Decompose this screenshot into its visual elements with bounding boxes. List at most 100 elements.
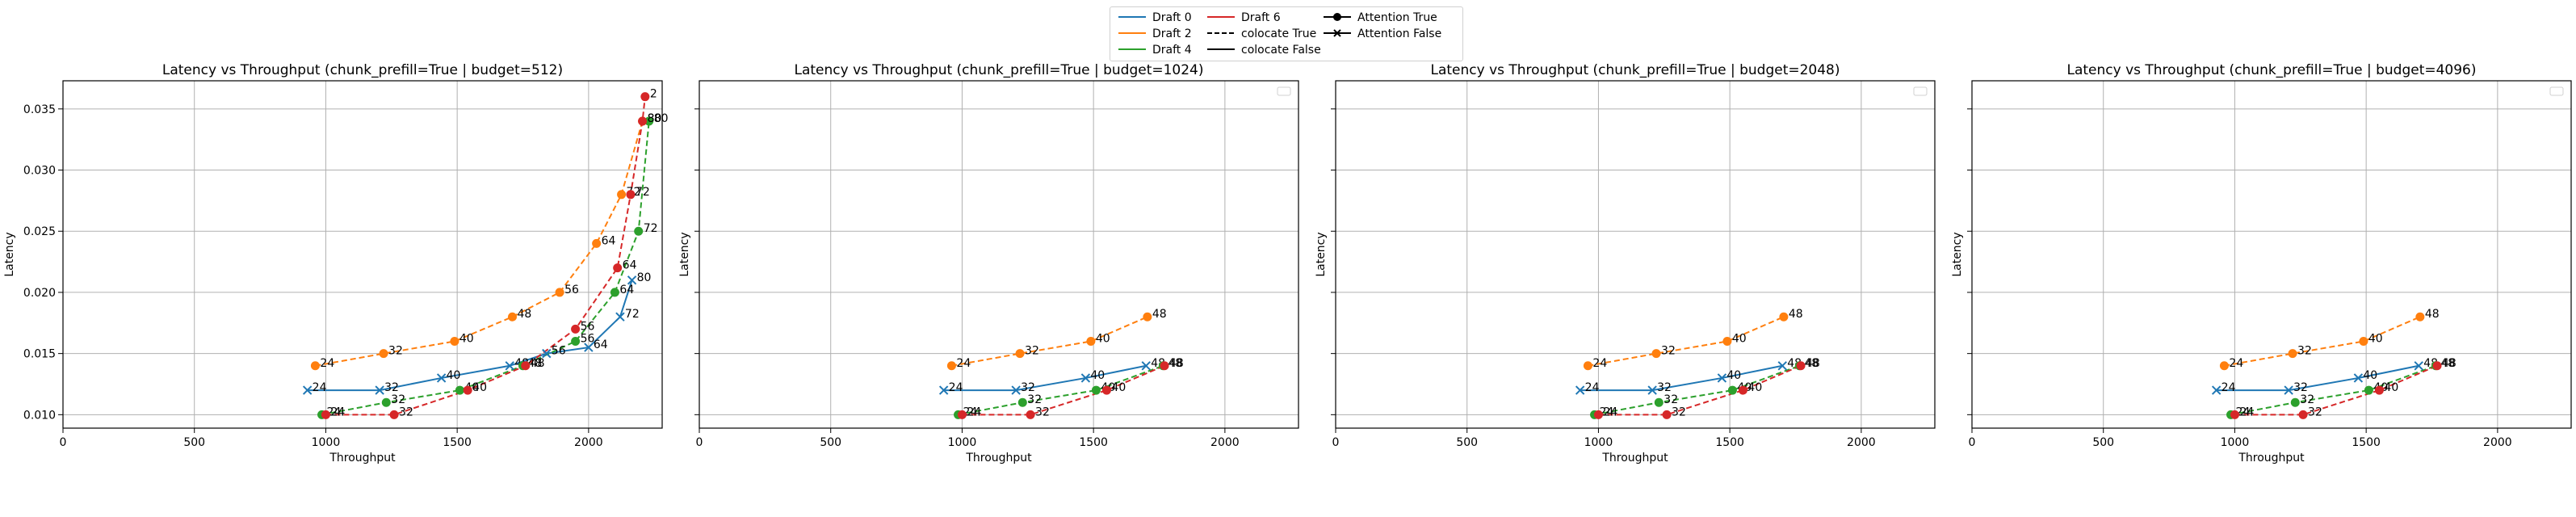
x-tick-label: 1000 xyxy=(948,436,977,449)
data-point-label: 48 xyxy=(531,357,545,370)
series-line-draft-2 xyxy=(951,316,1148,367)
x-tick-label: 1500 xyxy=(1079,436,1108,449)
data-point-marker xyxy=(1086,337,1096,346)
data-point-label: 56 xyxy=(564,284,579,296)
data-point-label: 40 xyxy=(2384,381,2398,394)
data-point-label: 40 xyxy=(2363,369,2377,382)
x-tick-label: 500 xyxy=(2092,436,2114,449)
series-line-draft-2 xyxy=(315,120,644,367)
y-axis-label: Latency xyxy=(3,232,16,276)
data-point-label: 40 xyxy=(1096,333,1110,346)
data-point-label: 24 xyxy=(967,406,981,418)
data-point-label: 24 xyxy=(2221,381,2236,394)
data-point-marker xyxy=(310,361,320,371)
circle-marker-icon xyxy=(1333,13,1341,21)
data-point-marker xyxy=(634,226,644,236)
data-point-x-marker xyxy=(1011,385,1021,395)
x-tick-label: 2000 xyxy=(1847,436,1876,449)
data-point-label: 40 xyxy=(1090,369,1105,382)
data-point-marker xyxy=(2364,385,2373,395)
data-point-label: 72 xyxy=(625,308,640,321)
data-point-marker xyxy=(1583,361,1592,371)
chart-title: Latency vs Throughput (chunk_prefill=Tru… xyxy=(2066,62,2476,78)
data-point-label: 48 xyxy=(2425,308,2440,321)
data-point-label: 48 xyxy=(1152,308,1167,321)
data-point-label: 32 xyxy=(1027,393,1042,406)
legend-label: Draft 2 xyxy=(1152,27,1192,40)
empty-legend-box xyxy=(1913,86,1928,96)
x-tick-label: 1000 xyxy=(2221,436,2250,449)
x-axis-label: Throughput xyxy=(965,452,1032,464)
data-point-marker xyxy=(571,337,581,346)
data-point-label: 40 xyxy=(1111,381,1126,394)
data-point-label: 48 xyxy=(1804,357,1819,370)
data-point-marker xyxy=(1091,385,1101,395)
data-point-x-marker xyxy=(505,361,514,371)
data-point-label: 32 xyxy=(1025,345,1039,358)
legend-label: Attention True xyxy=(1357,11,1437,24)
series-line-draft-6 xyxy=(962,364,1165,416)
axes-frame xyxy=(1971,80,2572,429)
data-point-x-marker xyxy=(1777,361,1787,371)
data-point-label: 24 xyxy=(330,406,345,418)
y-tick-label: 0.010 xyxy=(23,409,56,422)
data-point-x-marker xyxy=(1080,373,1091,383)
chart-panel-4: 2432404824324048243240482432404805001000… xyxy=(1951,62,2572,464)
data-point-marker xyxy=(555,288,564,297)
data-point-marker xyxy=(1651,349,1661,359)
series-line-draft-4 xyxy=(2230,364,2436,416)
data-point-label: 24 xyxy=(949,381,963,394)
chart-panel-3: 2432404824324048243240482432404805001000… xyxy=(1315,62,1936,464)
data-point-marker xyxy=(610,288,619,297)
x-tick-label: 2000 xyxy=(2483,436,2512,449)
data-point-label: 32 xyxy=(2297,345,2312,358)
data-point-marker xyxy=(946,361,956,371)
x-tick-label: 500 xyxy=(820,436,841,449)
data-point-label: 32 xyxy=(399,406,413,418)
data-point-label: 32 xyxy=(2293,381,2308,394)
x-marker-icon xyxy=(1333,29,1341,37)
data-point-marker xyxy=(2290,397,2300,407)
data-point-marker xyxy=(592,238,602,248)
legend-label: colocate True xyxy=(1241,27,1317,40)
data-point-label: 64 xyxy=(602,234,616,247)
y-tick-label: 0.020 xyxy=(23,287,56,300)
data-point-marker xyxy=(1722,337,1732,346)
series-line-draft-0 xyxy=(943,364,1147,392)
data-point-label: 72 xyxy=(644,222,658,235)
data-point-marker xyxy=(450,337,459,346)
x-axis-label: Throughput xyxy=(1601,452,1668,464)
data-point-label: 48 xyxy=(1806,357,1820,370)
legend-label: colocate False xyxy=(1241,44,1321,57)
data-point-marker xyxy=(463,385,472,395)
x-tick-label: 500 xyxy=(183,436,205,449)
data-point-label: 48 xyxy=(1169,357,1184,370)
data-point-label: 24 xyxy=(313,381,327,394)
y-tick-label: 0.035 xyxy=(23,103,56,116)
data-point-marker xyxy=(1026,410,1035,419)
data-point-marker xyxy=(1015,349,1025,359)
data-point-marker xyxy=(2359,337,2368,346)
series-line-draft-6 xyxy=(2234,364,2438,416)
data-point-label: 80 xyxy=(654,112,669,125)
y-tick-label: 0.015 xyxy=(23,348,56,361)
x-axis-label: Throughput xyxy=(329,452,396,464)
data-point-marker xyxy=(644,116,654,126)
data-point-label: 32 xyxy=(1663,393,1678,406)
data-point-marker xyxy=(640,92,650,102)
data-point-label: 32 xyxy=(1021,381,1035,394)
x-tick-label: 1000 xyxy=(1584,436,1613,449)
data-point-marker xyxy=(2298,410,2308,419)
y-tick-label: 0.030 xyxy=(23,165,56,178)
data-point-label: 48 xyxy=(1168,357,1182,370)
data-point-label: 56 xyxy=(552,345,566,358)
x-tick-label: 1000 xyxy=(312,436,341,449)
data-point-x-marker xyxy=(1717,373,1727,383)
data-point-marker xyxy=(2432,361,2442,371)
data-point-label: 32 xyxy=(1657,381,1672,394)
data-point-x-marker xyxy=(2414,361,2423,371)
data-point-marker xyxy=(1738,385,1747,395)
data-point-label: 24 xyxy=(327,406,342,418)
series-line-draft-2 xyxy=(2224,316,2421,367)
data-point-marker xyxy=(2230,410,2239,419)
